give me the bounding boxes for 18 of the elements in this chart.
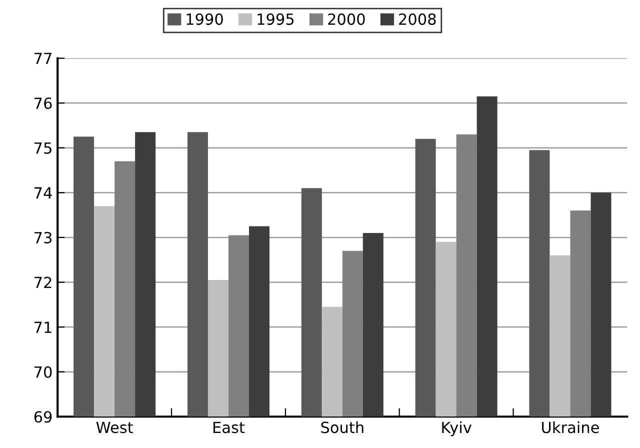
y-tick-label: 76 <box>34 98 52 110</box>
x-tick-label: South <box>321 421 364 434</box>
x-tick-label: Ukraine <box>542 421 599 434</box>
x-tick-label: Kyiv <box>442 421 472 436</box>
legend-label: 2008 <box>399 13 436 25</box>
y-tick-label: 69 <box>34 411 52 423</box>
legend-label: 1990 <box>186 13 223 25</box>
y-tick-label: 70 <box>34 366 52 378</box>
y-tick-label: 77 <box>34 52 52 64</box>
y-tick-label: 74 <box>34 187 52 198</box>
y-tick-label: 72 <box>34 276 52 288</box>
x-tick-label: East <box>213 422 245 434</box>
x-tick-label: West <box>96 422 133 434</box>
y-tick-label: 71 <box>34 322 52 333</box>
y-tick-label: 75 <box>34 142 52 154</box>
y-tick-label: 73 <box>34 232 52 244</box>
legend-label: 2000 <box>328 13 365 25</box>
legend-label: 1995 <box>258 13 294 25</box>
